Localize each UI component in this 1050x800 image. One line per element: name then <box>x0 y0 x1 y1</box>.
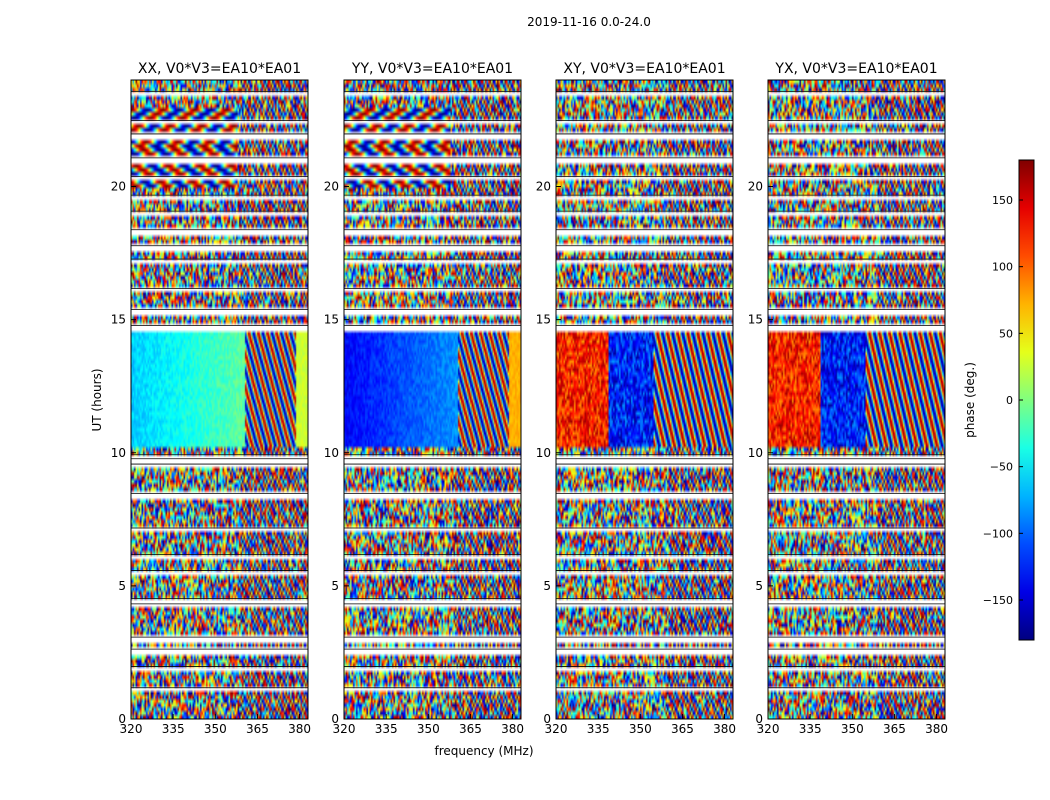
y-tick-label: 20 <box>748 180 763 194</box>
y-tick-label: 15 <box>536 313 551 327</box>
x-tick-label: 320 <box>757 722 780 736</box>
phase-raster <box>556 80 733 719</box>
x-tick-label: 335 <box>799 722 822 736</box>
y-tick-label: 0 <box>755 712 763 726</box>
y-axis-label: UT (hours) <box>90 368 104 431</box>
y-tick-label: 15 <box>324 313 339 327</box>
x-tick-label: 380 <box>713 722 736 736</box>
x-tick-label: 380 <box>288 722 311 736</box>
x-tick-label: 335 <box>375 722 398 736</box>
y-tick-label: 15 <box>748 313 763 327</box>
panel-title: YY, V0*V3=EA10*EA01 <box>351 61 513 77</box>
panel-title: XX, V0*V3=EA10*EA01 <box>138 61 301 77</box>
axes-frame <box>130 79 309 720</box>
axes-frame <box>767 79 946 720</box>
figure-suptitle: 2019-11-16 0.0-24.0 <box>527 15 651 29</box>
x-tick-label: 350 <box>417 722 440 736</box>
axes-frame <box>343 79 522 720</box>
panel-xy: XY, V0*V3=EA10*EA01 320 335 350 365 380 0 5 10 15… <box>536 61 736 736</box>
colorbar-tick-label: 0 <box>1006 394 1013 407</box>
y-tick-label: 20 <box>111 180 126 194</box>
x-tick-label: 365 <box>883 722 906 736</box>
x-axis-label: frequency (MHz) <box>434 744 533 758</box>
x-tick-label: 335 <box>162 722 185 736</box>
y-tick-label: 10 <box>111 446 126 460</box>
panels-group: XX, V0*V3=EA10*EA01 320 335 350 365 380 0 5 10 15… <box>111 61 948 736</box>
x-tick-label: 350 <box>629 722 652 736</box>
phase-raster <box>768 80 945 719</box>
x-tick-label: 365 <box>671 722 694 736</box>
y-tick-label: 10 <box>536 446 551 460</box>
colorbar-label: phase (deg.) <box>963 362 977 438</box>
y-tick-label: 20 <box>324 180 339 194</box>
x-tick-label: 335 <box>587 722 610 736</box>
x-tick-label: 380 <box>925 722 948 736</box>
colorbar-tick-label: 100 <box>992 261 1013 274</box>
colorbar-tick-label: −100 <box>983 527 1013 540</box>
phase-raster <box>131 80 308 719</box>
colorbar: 150 100 50 0 −50 −100 −150 <box>983 159 1035 641</box>
y-tick-label: 5 <box>118 579 126 593</box>
y-tick-label: 5 <box>331 579 339 593</box>
axes-frame <box>555 79 734 720</box>
x-tick-label: 320 <box>120 722 143 736</box>
y-tick-label: 0 <box>331 712 339 726</box>
x-tick-label: 380 <box>501 722 524 736</box>
panel-title: YX, V0*V3=EA10*EA01 <box>774 61 937 77</box>
colorbar-tick-label: 150 <box>992 194 1013 207</box>
panel-yy: YY, V0*V3=EA10*EA01 320 335 350 365 380 0 5 10 15… <box>324 61 524 736</box>
y-tick-label: 5 <box>543 579 551 593</box>
x-tick-label: 350 <box>841 722 864 736</box>
colorbar-tick-label: −150 <box>983 594 1013 607</box>
x-tick-label: 320 <box>333 722 356 736</box>
y-tick-label: 0 <box>118 712 126 726</box>
y-tick-label: 10 <box>324 446 339 460</box>
y-tick-label: 0 <box>543 712 551 726</box>
x-tick-label: 320 <box>545 722 568 736</box>
phase-raster <box>344 80 521 719</box>
x-tick-label: 350 <box>204 722 227 736</box>
panel-xx: XX, V0*V3=EA10*EA01 320 335 350 365 380 0 5 10 15… <box>111 61 311 736</box>
y-tick-label: 20 <box>536 180 551 194</box>
y-tick-label: 5 <box>755 579 763 593</box>
colorbar-tick-label: 50 <box>999 327 1013 340</box>
y-tick-label: 10 <box>748 446 763 460</box>
panel-yx: YX, V0*V3=EA10*EA01 320 335 350 365 380 0 5 10 15… <box>748 61 948 736</box>
panel-title: XY, V0*V3=EA10*EA01 <box>563 61 725 77</box>
colorbar-tick-label: −50 <box>990 461 1013 474</box>
x-tick-label: 365 <box>246 722 269 736</box>
x-tick-label: 365 <box>459 722 482 736</box>
y-tick-label: 15 <box>111 313 126 327</box>
